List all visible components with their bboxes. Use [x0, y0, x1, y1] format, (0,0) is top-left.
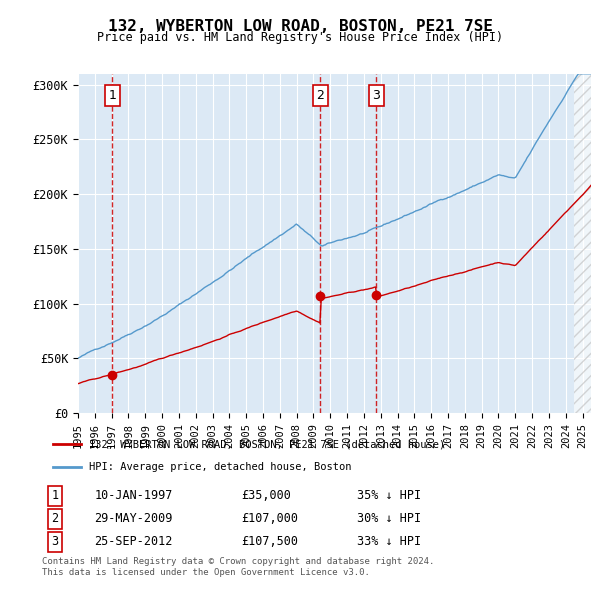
- Text: 1: 1: [109, 89, 116, 102]
- Text: 1: 1: [52, 490, 59, 503]
- Text: Contains HM Land Registry data © Crown copyright and database right 2024.: Contains HM Land Registry data © Crown c…: [42, 557, 434, 566]
- Text: 30% ↓ HPI: 30% ↓ HPI: [357, 513, 421, 526]
- Text: 132, WYBERTON LOW ROAD, BOSTON, PE21 7SE (detached house): 132, WYBERTON LOW ROAD, BOSTON, PE21 7SE…: [89, 439, 445, 449]
- Text: £107,000: £107,000: [241, 513, 299, 526]
- Text: 33% ↓ HPI: 33% ↓ HPI: [357, 535, 421, 548]
- Text: 29-MAY-2009: 29-MAY-2009: [95, 513, 173, 526]
- Text: 25-SEP-2012: 25-SEP-2012: [95, 535, 173, 548]
- Text: This data is licensed under the Open Government Licence v3.0.: This data is licensed under the Open Gov…: [42, 568, 370, 576]
- Text: £35,000: £35,000: [241, 490, 292, 503]
- Text: 132, WYBERTON LOW ROAD, BOSTON, PE21 7SE: 132, WYBERTON LOW ROAD, BOSTON, PE21 7SE: [107, 19, 493, 34]
- Text: HPI: Average price, detached house, Boston: HPI: Average price, detached house, Bost…: [89, 462, 352, 472]
- Text: 2: 2: [316, 89, 325, 102]
- Text: 3: 3: [372, 89, 380, 102]
- Text: £107,500: £107,500: [241, 535, 299, 548]
- Text: 10-JAN-1997: 10-JAN-1997: [95, 490, 173, 503]
- Text: Price paid vs. HM Land Registry's House Price Index (HPI): Price paid vs. HM Land Registry's House …: [97, 31, 503, 44]
- Text: 2: 2: [52, 513, 59, 526]
- Text: 3: 3: [52, 535, 59, 548]
- Text: 35% ↓ HPI: 35% ↓ HPI: [357, 490, 421, 503]
